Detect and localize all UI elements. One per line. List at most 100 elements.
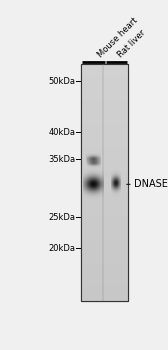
Bar (81, 229, 128, 230)
Bar (81, 119, 128, 120)
Bar (81, 81, 128, 83)
Bar (81, 157, 128, 159)
Bar (81, 253, 128, 254)
Bar (81, 279, 128, 281)
Bar (81, 110, 128, 111)
Bar (81, 290, 128, 291)
Bar (81, 181, 128, 182)
Bar (81, 174, 128, 175)
Text: 25kDa: 25kDa (49, 213, 76, 222)
Bar (81, 189, 128, 190)
Bar (81, 150, 128, 151)
Bar (81, 77, 128, 78)
Text: Mouse heart: Mouse heart (96, 16, 139, 60)
Bar (81, 203, 128, 205)
Bar (81, 276, 128, 277)
Bar (81, 248, 128, 250)
Bar (81, 111, 128, 112)
Bar (81, 287, 128, 288)
Bar (81, 168, 128, 169)
Bar (81, 147, 128, 148)
Bar (81, 217, 128, 218)
Bar (81, 208, 128, 209)
Bar (81, 247, 128, 248)
Bar (81, 266, 128, 267)
Bar (81, 72, 128, 73)
Bar (81, 132, 128, 133)
Bar (81, 273, 128, 275)
Bar (81, 154, 128, 155)
Bar (81, 184, 128, 186)
Bar (81, 87, 128, 89)
Text: 50kDa: 50kDa (49, 77, 76, 86)
Bar (81, 65, 128, 66)
Bar (81, 64, 128, 65)
Bar (81, 257, 128, 258)
Bar (81, 244, 128, 245)
Bar (81, 209, 128, 211)
Bar (81, 167, 128, 168)
Bar (81, 219, 128, 220)
Bar (81, 94, 128, 96)
Bar (81, 92, 128, 93)
Bar (81, 289, 128, 290)
Bar (81, 66, 128, 67)
Bar (81, 145, 128, 147)
Bar (81, 196, 128, 197)
Bar (81, 156, 128, 157)
Bar (81, 294, 128, 295)
Bar (81, 149, 128, 150)
Bar (81, 223, 128, 224)
Bar (81, 292, 128, 294)
Bar (81, 91, 128, 92)
Bar (81, 155, 128, 156)
Bar (81, 64, 128, 301)
Bar (81, 272, 128, 273)
Bar (81, 137, 128, 138)
Bar (81, 183, 128, 184)
Bar (81, 113, 128, 114)
Bar (81, 291, 128, 292)
Bar (81, 278, 128, 279)
Bar (81, 225, 128, 226)
Bar (81, 104, 128, 105)
Bar (81, 270, 128, 271)
Bar (81, 211, 128, 212)
Bar (81, 197, 128, 199)
Bar (81, 264, 128, 265)
Bar (81, 99, 128, 100)
Bar (81, 105, 128, 106)
Bar (81, 243, 128, 244)
Bar (81, 186, 128, 187)
Text: DNASE1: DNASE1 (134, 179, 168, 189)
Bar (81, 241, 128, 243)
Bar (81, 85, 128, 86)
Bar (81, 177, 128, 178)
Bar (81, 129, 128, 130)
Bar (81, 260, 128, 261)
Bar (81, 102, 128, 103)
Bar (81, 271, 128, 272)
Bar (81, 188, 128, 189)
Bar (81, 234, 128, 236)
Bar (81, 114, 128, 116)
Bar (81, 180, 128, 181)
Bar (81, 169, 128, 170)
Bar (81, 98, 128, 99)
Bar (81, 238, 128, 239)
Bar (81, 190, 128, 192)
Bar (81, 131, 128, 132)
Bar (81, 71, 128, 72)
Bar (81, 79, 128, 80)
Bar (81, 159, 128, 160)
Bar (81, 175, 128, 176)
Bar (81, 182, 128, 183)
Bar (81, 207, 128, 208)
Bar (81, 78, 128, 79)
Bar (81, 89, 128, 90)
Bar (81, 162, 128, 163)
Bar (81, 265, 128, 266)
Bar (81, 193, 128, 194)
Bar (81, 213, 128, 214)
Bar (81, 100, 128, 101)
